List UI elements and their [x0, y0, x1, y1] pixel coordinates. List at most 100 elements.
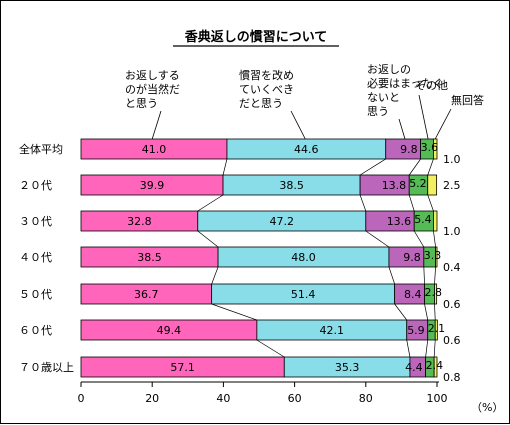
value-label-6-4: 0.8: [443, 371, 461, 384]
value-label-3-3: 3.3: [424, 249, 442, 262]
value-label-3-4: 0.4: [443, 261, 461, 274]
category-label-0: 全体平均: [19, 142, 63, 156]
value-label-2-0: 32.8: [127, 215, 152, 228]
connector-4-0: [211, 303, 257, 321]
connector-1-2: [408, 194, 415, 212]
connector-4-1: [394, 303, 408, 321]
category-label-6: ７０歳以上: [19, 361, 74, 374]
value-label-6-2: 4.4: [405, 361, 423, 374]
legend-0-line-1: のが当然だ: [125, 82, 180, 96]
x-tick-label-2: 40: [216, 392, 230, 405]
connector-5-0: [256, 339, 285, 358]
legend-4-line-0: 無回答: [451, 93, 484, 107]
connector-5-1: [406, 339, 411, 358]
value-label-1-1: 38.5: [279, 179, 304, 192]
value-label-1-0: 39.9: [140, 179, 165, 192]
connector-1-3: [427, 194, 434, 212]
legend-2-line-0: お返しの: [367, 63, 411, 76]
connector-1-1: [359, 194, 367, 212]
x-tick-label-5: 100: [427, 392, 448, 405]
value-label-0-4: 1.0: [443, 153, 461, 166]
connector-5-2: [425, 339, 429, 358]
legend-leader-4: [434, 108, 452, 140]
connector-3-2: [423, 266, 425, 285]
x-tick-label-4: 80: [359, 392, 373, 405]
value-label-4-4: 0.6: [443, 298, 461, 311]
value-label-0-2: 9.8: [400, 143, 418, 156]
connector-lines: [197, 158, 436, 358]
legend-0-line-2: と思う: [125, 97, 158, 110]
legend-leader-1: [290, 110, 306, 140]
bar-seg-2-4: [433, 210, 438, 232]
legend-1-line-2: だと思う: [239, 97, 283, 110]
bar-seg-1-4: [427, 174, 438, 196]
legend-1-line-1: ていくべき: [239, 83, 294, 96]
value-label-5-1: 42.1: [320, 324, 345, 337]
connector-0-0: [222, 158, 228, 176]
value-label-5-4: 0.6: [443, 334, 461, 347]
legend-leader-3: [418, 94, 429, 140]
value-label-4-0: 36.7: [134, 288, 159, 301]
connector-5-3: [433, 339, 436, 358]
bar-seg-5-4: [434, 319, 438, 341]
value-label-6-1: 35.3: [335, 361, 360, 374]
connector-2-0: [197, 230, 219, 248]
bars: 41.0 44.6 9.8 3.61.039.9 38.5 13.8 5.2 2.532.8 4…: [80, 138, 461, 384]
legend-2-line-3: 思う: [367, 105, 389, 118]
value-label-0-3: 3.6: [421, 141, 439, 154]
unit-label: （%）: [471, 401, 503, 414]
legend-leader-0: [151, 110, 162, 140]
value-label-4-3: 2.8: [425, 286, 443, 299]
connector-3-3: [434, 266, 436, 285]
bar-seg-6-4: [433, 356, 438, 378]
value-label-5-2: 5.9: [407, 324, 425, 337]
connector-0-2: [408, 158, 421, 176]
category-label-3: ４０代: [19, 251, 52, 264]
bar-seg-3-4: [435, 246, 438, 268]
connector-4-2: [424, 303, 429, 321]
legend-3-line-0: その他: [415, 79, 448, 92]
x-tick-label-0: 0: [78, 392, 85, 405]
legend-1-line-0: 慣習を改め: [239, 68, 294, 82]
connector-3-0: [211, 266, 219, 285]
value-label-0-0: 41.0: [142, 143, 167, 156]
value-label-3-1: 48.0: [291, 251, 316, 264]
category-label-5: ６０代: [19, 324, 52, 337]
bar-seg-0-4: [433, 138, 438, 160]
connector-4-3: [434, 303, 436, 321]
x-tick-label-1: 20: [145, 392, 159, 405]
bar-seg-4-4: [434, 283, 438, 305]
tick-labels: 0 20 40 60 80 100: [78, 382, 448, 405]
value-label-2-4: 1.0: [443, 225, 461, 238]
connector-0-1: [359, 158, 386, 176]
connector-2-2: [413, 230, 425, 248]
legend-2-line-1: 必要はまったく: [367, 77, 444, 90]
chart-title-group: 香典返しの慣習について: [173, 29, 339, 47]
value-label-1-4: 2.5: [443, 179, 461, 192]
connector-2-3: [433, 230, 436, 248]
value-label-1-3: 5.2: [409, 177, 427, 190]
connector-3-1: [388, 266, 395, 285]
category-label-1: ２０代: [19, 179, 52, 192]
value-label-0-1: 44.6: [294, 143, 319, 156]
legend-2-line-2: ないと: [367, 91, 400, 104]
value-label-4-2: 8.4: [404, 288, 422, 301]
value-label-2-1: 47.2: [270, 215, 295, 228]
value-label-3-0: 38.5: [137, 251, 162, 264]
value-label-3-2: 9.8: [403, 251, 421, 264]
value-label-6-3: 2.4: [426, 359, 444, 372]
legend-0-line-0: お返しする: [125, 69, 180, 82]
value-label-1-2: 13.8: [382, 179, 407, 192]
connector-1-0: [197, 194, 224, 212]
connector-0-3: [427, 158, 434, 176]
category-label-2: ３０代: [19, 215, 52, 228]
category-labels: 全体平均 ２０代 ３０代 ４０代 ５０代 ６０代 ７０歳以上: [19, 142, 74, 374]
value-label-5-0: 49.4: [157, 324, 182, 337]
value-label-6-0: 57.1: [170, 361, 195, 374]
x-tick-label-3: 60: [288, 392, 302, 405]
value-label-2-2: 13.6: [387, 215, 412, 228]
connector-2-1: [365, 230, 390, 248]
